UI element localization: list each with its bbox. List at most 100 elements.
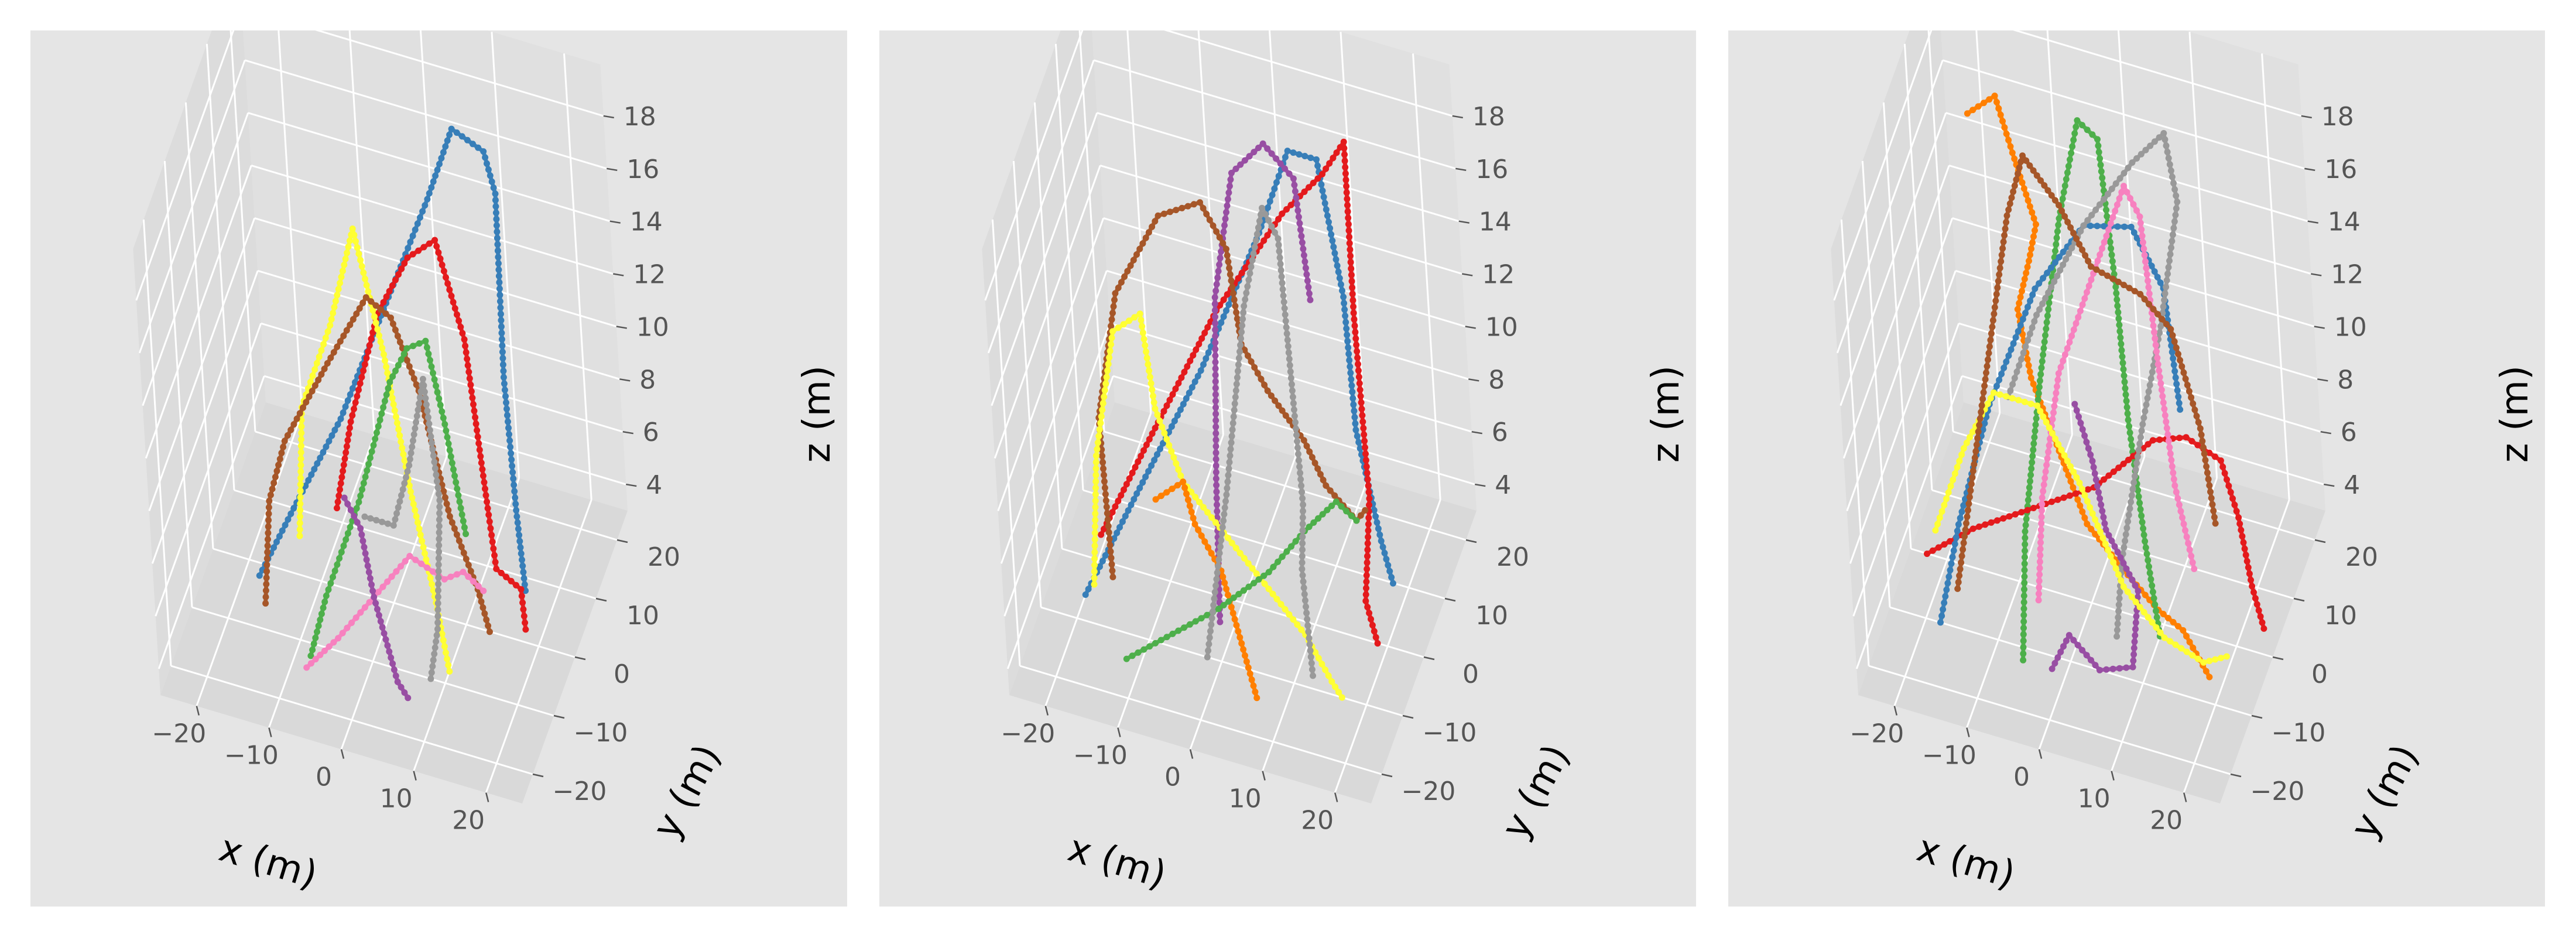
trajectory-point	[2017, 293, 2024, 300]
trajectory-point	[1938, 508, 1945, 515]
trajectory-point	[2119, 353, 2126, 360]
trajectory-point	[410, 343, 417, 350]
trajectory-point	[340, 461, 347, 468]
trajectory-point	[1211, 294, 1218, 301]
trajectory-point	[325, 586, 332, 593]
trajectory-point	[2243, 558, 2250, 565]
trajectory-point	[2137, 434, 2144, 441]
trajectory-point	[2101, 223, 2108, 230]
trajectory-point	[445, 507, 452, 514]
trajectory-point	[1218, 248, 1225, 255]
trajectory-point	[337, 486, 343, 493]
trajectory-point	[2087, 452, 2094, 458]
trajectory-point	[354, 244, 361, 251]
trajectory-point	[2045, 449, 2052, 456]
trajectory-point	[447, 573, 454, 580]
trajectory-point	[2156, 329, 2163, 336]
trajectory-point	[401, 480, 408, 487]
trajectory-point	[494, 247, 501, 254]
y-tick-mark	[1402, 714, 1414, 719]
trajectory-point	[2077, 419, 2084, 426]
trajectory-point	[279, 527, 286, 534]
trajectory-point	[1126, 475, 1133, 482]
trajectory-point	[1282, 412, 1289, 419]
trajectory-point	[2037, 177, 2044, 184]
y-gridline-floor	[213, 548, 576, 658]
trajectory-point	[2063, 637, 2070, 644]
trajectory-point	[1291, 182, 1298, 189]
trajectory-point	[410, 501, 417, 508]
trajectory-point	[1314, 162, 1321, 169]
trajectory-point	[1365, 514, 1372, 521]
trajectory-point	[1161, 430, 1168, 436]
trajectory-point	[406, 456, 413, 463]
z-gridline-backwall	[1948, 165, 2311, 275]
trajectory-point	[508, 456, 515, 463]
trajectory-point	[1234, 374, 1241, 381]
trajectory-point	[1092, 523, 1098, 530]
trajectory-point	[1160, 408, 1167, 415]
trajectory-point	[2136, 213, 2143, 220]
trajectory-point	[334, 421, 341, 428]
trajectory-point	[334, 561, 341, 568]
trajectory-point	[1294, 621, 1301, 628]
trajectory-point	[1362, 457, 1369, 464]
trajectory-point	[1252, 688, 1259, 695]
trajectory-point	[1305, 628, 1312, 635]
trajectory-point	[1955, 579, 1962, 586]
trajectory-point	[1213, 488, 1220, 495]
trajectory-point	[357, 525, 364, 532]
trajectory-point	[2053, 234, 2060, 241]
trajectory-point	[352, 238, 359, 245]
trajectory-point	[1157, 493, 1164, 500]
z-tick-mark	[2307, 220, 2318, 224]
z-tick-label: 6	[1492, 418, 1508, 447]
trajectory-point	[426, 190, 433, 197]
trajectory-point	[454, 571, 460, 578]
trajectory-point	[347, 524, 354, 531]
trajectory-point	[396, 498, 403, 505]
trajectory-point	[2166, 444, 2173, 451]
trajectory-point	[2138, 512, 2145, 519]
trajectory-point	[471, 408, 478, 415]
trajectory-point	[1993, 98, 2000, 105]
trajectory-point	[2145, 441, 2152, 448]
trajectory-point	[1241, 157, 1248, 164]
trajectory-point	[371, 594, 378, 601]
trajectory-point	[337, 415, 344, 422]
trajectory-point	[1941, 502, 1948, 508]
trajectory-point	[1368, 615, 1374, 623]
trajectory-point	[1152, 640, 1159, 647]
trajectory-point	[1326, 160, 1333, 167]
trajectory-series-2	[1098, 138, 1381, 647]
trajectory-point	[1299, 572, 1306, 579]
z-gridline-leftwall	[1852, 323, 1960, 617]
trajectory-point	[2163, 283, 2170, 290]
trajectory-point	[1163, 489, 1170, 496]
trajectory-point	[1950, 477, 1957, 483]
trajectory-point	[2061, 452, 2068, 459]
trajectory-point	[1201, 330, 1208, 336]
trajectory-point	[321, 365, 328, 372]
z-gridline-backwall	[1103, 217, 1466, 327]
trajectory-point	[2156, 134, 2163, 141]
trajectory-point	[2171, 338, 2178, 345]
trajectory-point	[2079, 426, 2086, 433]
trajectory-point	[1300, 252, 1307, 259]
trajectory-point	[448, 519, 455, 526]
trajectory-point	[2085, 258, 2092, 265]
axis-ticks	[196, 115, 637, 802]
trajectory-point	[1122, 512, 1129, 519]
trajectory-point	[1356, 380, 1363, 387]
trajectory-point	[2064, 457, 2071, 464]
trajectory-point	[346, 237, 353, 244]
trajectory-point	[453, 531, 460, 538]
trajectory-point	[1284, 343, 1292, 350]
trajectory-point	[1224, 478, 1231, 485]
trajectory-point	[2111, 543, 2118, 550]
trajectory-point	[2137, 290, 2144, 297]
trajectory-point	[392, 413, 399, 420]
trajectory-point	[2057, 648, 2064, 655]
trajectory-point	[309, 647, 316, 654]
z-tick-mark	[2314, 326, 2325, 329]
